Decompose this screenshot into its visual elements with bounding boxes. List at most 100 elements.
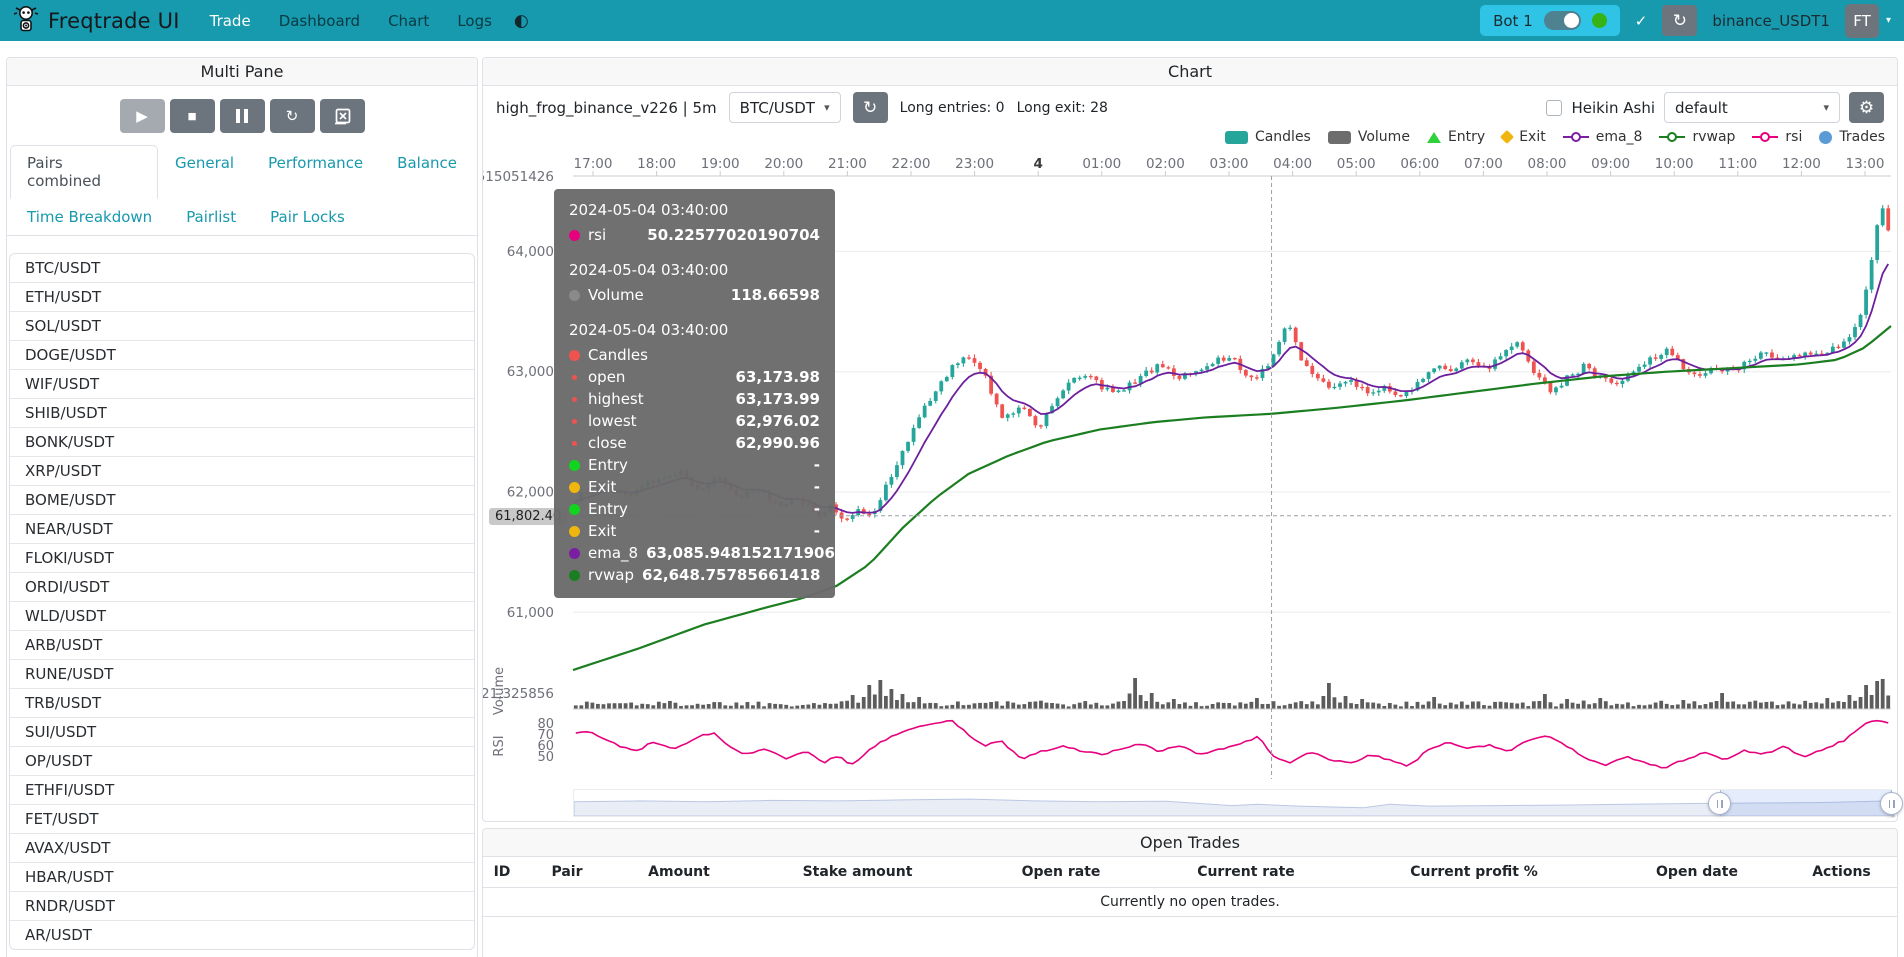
- tab-pairlist[interactable]: Pairlist: [186, 208, 237, 226]
- datazoom-selected-range[interactable]: [1720, 790, 1892, 816]
- tab-time-breakdown[interactable]: Time Breakdown: [27, 208, 153, 226]
- nav-links: Trade Dashboard Chart Logs: [210, 12, 492, 30]
- column-header-open-rate[interactable]: Open rate: [970, 857, 1152, 888]
- brand[interactable]: Freqtrade UI: [13, 4, 180, 37]
- refresh-chart-button[interactable]: ↻: [852, 92, 888, 123]
- pair-row[interactable]: SOL/USDT: [10, 311, 474, 340]
- tab-balance[interactable]: Balance: [397, 154, 457, 172]
- play-button[interactable]: ▶: [119, 99, 165, 133]
- theme-toggle-icon[interactable]: ◐: [513, 10, 529, 31]
- chart-panel-title: Chart: [483, 58, 1897, 86]
- legend-item-rvwap[interactable]: rvwap: [1659, 129, 1735, 145]
- tooltip-row: open 63,173.98: [569, 366, 820, 388]
- pair-row[interactable]: AR/USDT: [10, 920, 474, 949]
- stop-button[interactable]: ■: [169, 99, 215, 133]
- tab-general[interactable]: General: [174, 154, 235, 172]
- svg-text:64,000: 64,000: [507, 244, 554, 260]
- series-dot: [569, 481, 580, 493]
- pair-row[interactable]: BTC/USDT: [25, 259, 101, 277]
- reload-button[interactable]: ↻: [269, 99, 315, 133]
- pair-row[interactable]: RNDR/USDT: [10, 891, 474, 920]
- pair-row[interactable]: WIF/USDT: [10, 369, 474, 398]
- bot-toggle-switch[interactable]: [1543, 11, 1581, 30]
- tab-pair-locks[interactable]: Pair Locks: [270, 208, 345, 226]
- column-header-open-date[interactable]: Open date: [1608, 857, 1786, 888]
- nav-item-chart[interactable]: Chart: [388, 11, 430, 30]
- legend-item-ema_8[interactable]: ema_8: [1562, 129, 1642, 145]
- pair-row[interactable]: FET/USDT: [10, 804, 474, 833]
- column-header-id[interactable]: ID: [483, 857, 521, 888]
- pair-row[interactable]: BOME/USDT: [10, 485, 474, 514]
- reload-bot-button[interactable]: ↻: [1662, 5, 1698, 36]
- column-header-amount[interactable]: Amount: [613, 857, 745, 888]
- legend-label: Volume: [1357, 129, 1410, 145]
- plot-config-select[interactable]: default ▾: [1664, 92, 1840, 123]
- nav-item-logs[interactable]: Logs: [457, 11, 492, 30]
- pair-select[interactable]: BTC/USDT ▾: [728, 92, 841, 123]
- series-dot: [569, 503, 580, 515]
- pair-row[interactable]: XRP/USDT: [10, 456, 474, 485]
- pair-row[interactable]: ETH/USDT: [10, 282, 474, 311]
- pair-row[interactable]: TRB/USDT: [10, 688, 474, 717]
- column-header-current-profit--[interactable]: Current profit %: [1340, 857, 1608, 888]
- column-header-stake-amount[interactable]: Stake amount: [745, 857, 970, 888]
- pause-button[interactable]: [219, 99, 265, 133]
- column-header-current-rate[interactable]: Current rate: [1152, 857, 1340, 888]
- navbar: Freqtrade UI Trade Dashboard Chart Logs ◐ B…: [0, 0, 1904, 41]
- tab-pairs-combined[interactable]: Pairs combined: [10, 145, 158, 199]
- pair-row[interactable]: BONK/USDT: [10, 427, 474, 456]
- svg-text:61,000: 61,000: [507, 605, 554, 621]
- pair-row[interactable]: DOGE/USDT: [10, 340, 474, 369]
- legend-label: Exit: [1519, 129, 1546, 145]
- nav-item-dashboard[interactable]: Dashboard: [278, 11, 361, 30]
- multi-pane-panel: Multi Pane ▶ ■ ↻ Pairs combined General Perf…: [6, 57, 478, 957]
- legend-item-rsi[interactable]: rsi: [1752, 129, 1802, 145]
- pair-row[interactable]: NEAR/USDT: [10, 514, 474, 543]
- nav-item-trade[interactable]: Trade: [209, 11, 251, 30]
- series-dot: [572, 440, 577, 446]
- svg-text:4: 4: [1033, 156, 1042, 172]
- tooltip-value: 62,976.02: [735, 412, 820, 430]
- heikin-ashi-checkbox[interactable]: [1546, 99, 1563, 116]
- pair-row[interactable]: AVAX/USDT: [10, 833, 474, 862]
- time-axis: 17:00 18:00 19:00 20:00 21:00 22:00 23:00 4 01:0…: [573, 156, 1891, 177]
- pair-row[interactable]: SHIB/USDT: [10, 398, 474, 427]
- svg-text:11:00: 11:00: [1718, 156, 1757, 172]
- svg-text:19:00: 19:00: [701, 156, 740, 172]
- pair-row[interactable]: SUI/USDT: [10, 717, 474, 746]
- tooltip-value: 118.66598: [730, 286, 820, 304]
- legend-item-entry[interactable]: Entry: [1426, 129, 1485, 145]
- column-header-actions[interactable]: Actions: [1786, 857, 1897, 888]
- navbar-right: Bot 1 ✓ ↻ binance_USDT1 FT ▾: [1480, 3, 1891, 38]
- legend-item-exit[interactable]: Exit: [1500, 129, 1546, 145]
- pair-row[interactable]: ARB/USDT: [10, 630, 474, 659]
- pair-row[interactable]: FLOKI/USDT: [10, 543, 474, 572]
- svg-text:09:00: 09:00: [1591, 156, 1630, 172]
- datazoom-handle-left[interactable]: [1708, 792, 1731, 815]
- legend-item-candles[interactable]: Candles: [1224, 129, 1311, 145]
- tab-performance[interactable]: Performance: [268, 154, 364, 172]
- user-avatar[interactable]: FT: [1844, 3, 1879, 38]
- pair-row[interactable]: HBAR/USDT: [10, 862, 474, 891]
- long-exit-label: Long exit: 28: [1016, 99, 1108, 116]
- avatar-caret-icon[interactable]: ▾: [1885, 15, 1891, 26]
- pair-row[interactable]: OP/USDT: [10, 746, 474, 775]
- pair-row[interactable]: ORDI/USDT: [10, 572, 474, 601]
- datazoom-slider[interactable]: [573, 789, 1903, 817]
- pair-row[interactable]: WLD/USDT: [10, 601, 474, 630]
- bot-selector[interactable]: Bot 1: [1480, 5, 1620, 36]
- tooltip-time: 2024-05-04 03:40:00: [569, 201, 729, 219]
- legend-item-volume[interactable]: Volume: [1327, 129, 1410, 145]
- svg-text:80: 80: [537, 717, 554, 732]
- forget-chart-button[interactable]: [319, 99, 365, 133]
- column-header-pair[interactable]: Pair: [521, 857, 613, 888]
- datazoom-handle-right[interactable]: [1880, 792, 1903, 815]
- tooltip-label: close: [588, 434, 627, 452]
- legend-label: rsi: [1785, 129, 1803, 145]
- pair-row[interactable]: RUNE/USDT: [10, 659, 474, 688]
- plot-settings-button[interactable]: ⚙: [1849, 92, 1884, 123]
- pair-row[interactable]: ETHFI/USDT: [10, 775, 474, 804]
- legend-item-trades[interactable]: Trades: [1819, 129, 1885, 145]
- svg-text:20:00: 20:00: [764, 156, 803, 172]
- tooltip-label: rvwap: [588, 566, 635, 584]
